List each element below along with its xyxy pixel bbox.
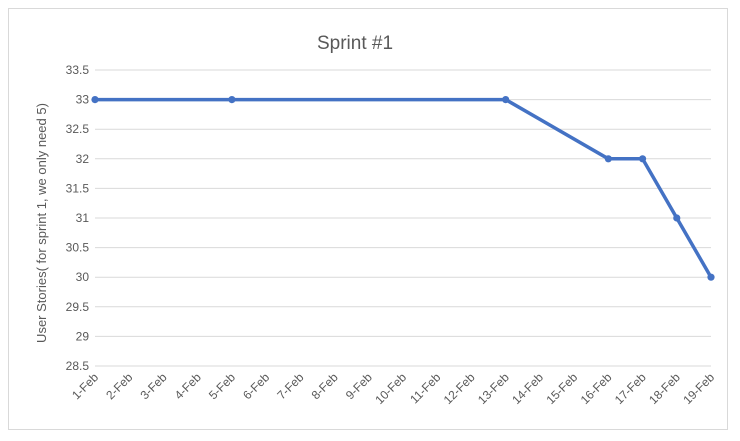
y-tick-label: 32.5 — [66, 122, 90, 136]
y-tick-label: 29 — [76, 329, 90, 343]
y-tick-label: 31 — [76, 211, 90, 225]
data-point — [502, 96, 510, 104]
line-chart: Sprint #1 User Stories( for sprint 1, we… — [34, 33, 717, 407]
data-point — [638, 155, 647, 163]
x-tick-label: 9-Feb — [343, 370, 375, 402]
gridlines — [95, 69, 711, 367]
x-tick-label: 7-Feb — [274, 370, 306, 402]
data-point — [91, 96, 99, 104]
data-point — [228, 96, 236, 104]
x-axis-ticks: 1-Feb 2-Feb 3-Feb 4-Feb 5-Feb 6-Feb 7-Feb 8-Feb… — [69, 370, 717, 407]
data-point — [673, 214, 681, 222]
y-tick-label: 30 — [76, 270, 90, 284]
x-tick-label: 18-Feb — [646, 370, 683, 407]
x-tick-label: 4-Feb — [172, 370, 204, 402]
x-tick-label: 16-Feb — [578, 370, 615, 407]
x-tick-label: 10-Feb — [372, 370, 409, 407]
x-tick-label: 11-Feb — [407, 370, 443, 406]
y-tick-label: 28.5 — [66, 359, 90, 373]
series-layer — [91, 96, 715, 281]
x-tick-label: 5-Feb — [206, 370, 238, 402]
y-tick-label: 29.5 — [66, 300, 90, 314]
x-tick-label: 12-Feb — [441, 370, 478, 407]
chart-frame: Sprint #1 User Stories( for sprint 1, we… — [8, 8, 728, 430]
chart-title: Sprint #1 — [317, 33, 393, 54]
x-tick-label: 3-Feb — [137, 370, 169, 402]
x-tick-label: 1-Feb — [69, 370, 101, 402]
y-axis-ticks: 28.5 29 29.5 30 30.5 31 31.5 32 32.5 33 33.5 — [66, 63, 90, 373]
data-point — [604, 155, 612, 163]
x-tick-label: 6-Feb — [240, 370, 272, 402]
x-tick-label: 13-Feb — [475, 370, 512, 407]
x-tick-label: 15-Feb — [543, 370, 580, 407]
x-tick-label: 2-Feb — [103, 370, 135, 402]
y-axis-label: User Stories( for sprint 1, we only need… — [34, 103, 49, 343]
y-tick-label: 33 — [76, 93, 90, 107]
y-tick-label: 30.5 — [66, 241, 90, 255]
y-tick-label: 32 — [76, 152, 90, 166]
x-tick-label: 17-Feb — [612, 370, 649, 407]
y-tick-label: 31.5 — [66, 181, 90, 195]
y-tick-label: 33.5 — [66, 63, 90, 77]
x-tick-label: 14-Feb — [509, 370, 546, 407]
data-point — [707, 273, 715, 281]
x-tick-label: 19-Feb — [680, 370, 717, 407]
x-tick-label: 8-Feb — [309, 370, 341, 402]
